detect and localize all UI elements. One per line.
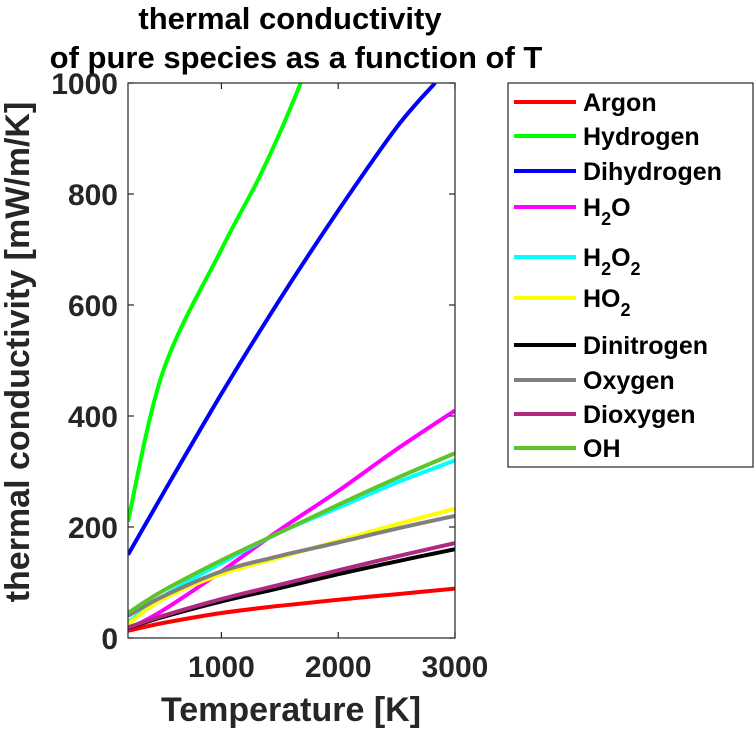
x-tick-label: 1000: [188, 651, 255, 684]
series-line-argon: [128, 586, 455, 633]
y-tick-label: 600: [68, 290, 118, 323]
legend-box: [507, 82, 754, 468]
series-line-oxygen: [128, 513, 455, 618]
axis-ticks: [128, 82, 456, 639]
x-axis-label: Temperature [K]: [161, 691, 421, 729]
chart-title-line-1: thermal conductivity: [138, 1, 442, 36]
legend: Argon Hydrogen Dihydrogen H2O H2O2 HO2 Dinitro…: [507, 82, 754, 468]
y-tick-label: 1000: [51, 68, 118, 101]
legend-label-dihydrogen: Dihydrogen: [583, 158, 722, 186]
legend-label-h2o: H2O: [583, 194, 631, 229]
series-line-oh: [128, 451, 455, 615]
x-tick-label: 2000: [305, 651, 372, 684]
tick-labels: 1000 2000 3000 0 200 400 600 800 1000: [51, 68, 488, 684]
y-tick-label: 200: [68, 512, 118, 545]
legend-label-ho2: HO2: [583, 285, 631, 320]
series-line-h2o: [128, 408, 455, 631]
plot-area-frame: [127, 82, 456, 639]
y-tick-label: 0: [101, 623, 118, 656]
chart-title: thermal conductivity of pure species as …: [50, 1, 543, 75]
legend-label-oh: OH: [583, 435, 621, 463]
legend-label-hydrogen: Hydrogen: [583, 123, 700, 151]
chart-title-line-2: of pure species as a function of T: [50, 40, 543, 75]
y-axis-label: thermal conductivity [mW/m/K]: [0, 102, 37, 603]
y-tick-label: 400: [68, 401, 118, 434]
series-line-h2o2: [128, 458, 455, 625]
legend-label-dinitrogen: Dinitrogen: [583, 332, 708, 360]
series-line-hydrogen: [128, 83, 303, 522]
plot-lines: [128, 83, 455, 633]
legend-label-oxygen: Oxygen: [583, 367, 675, 395]
legend-label-dioxygen: Dioxygen: [583, 401, 696, 429]
y-tick-label: 800: [68, 179, 118, 212]
series-line-dihydrogen: [128, 83, 437, 556]
legend-label-h2o2: H2O2: [583, 244, 641, 279]
series-line-dioxygen: [128, 541, 455, 630]
x-tick-label: 3000: [422, 651, 489, 684]
legend-label-argon: Argon: [583, 89, 657, 117]
